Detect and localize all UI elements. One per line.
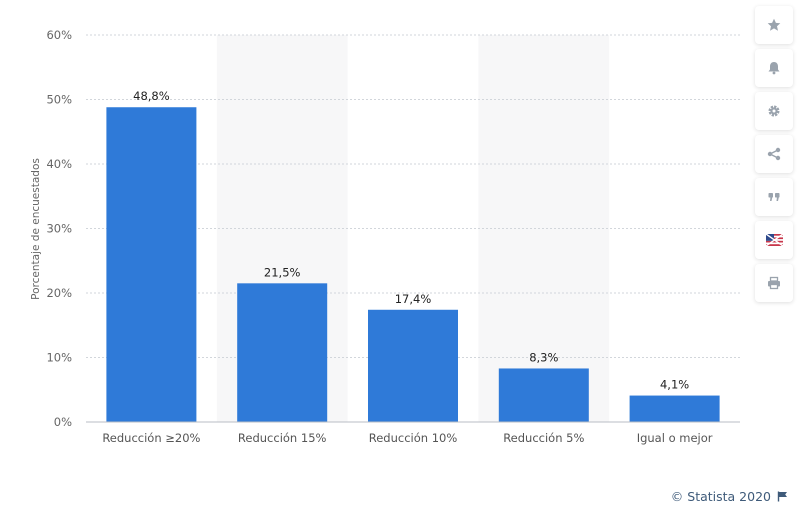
x-axis-ticks: Reducción ≥20% Reducción 15% Reducción 10%… bbox=[102, 431, 712, 445]
bar[interactable] bbox=[498, 368, 589, 422]
quote-icon bbox=[768, 193, 780, 201]
chart-area: 0% 10% 20% 30% 40% 50% 60% 48,8% 21,5% 17,4% 8,3%… bbox=[30, 28, 740, 445]
x-tick-label: Reducción ≥20% bbox=[102, 431, 200, 445]
share-button[interactable] bbox=[755, 135, 793, 173]
flag-icon bbox=[765, 234, 783, 246]
y-tick-label: 60% bbox=[46, 28, 72, 42]
data-label: 48,8% bbox=[133, 89, 170, 103]
gear-icon bbox=[768, 105, 780, 117]
data-label: 21,5% bbox=[264, 265, 301, 279]
copyright-credit: © Statista 2020 bbox=[671, 489, 788, 504]
y-tick-label: 0% bbox=[54, 415, 72, 429]
bar[interactable] bbox=[106, 107, 197, 423]
data-label: 8,3% bbox=[529, 350, 558, 364]
flag-icon[interactable] bbox=[777, 491, 788, 502]
y-tick-label: 30% bbox=[46, 222, 72, 236]
data-label: 17,4% bbox=[395, 292, 432, 306]
bar[interactable] bbox=[237, 283, 328, 422]
x-tick-label: Igual o mejor bbox=[637, 431, 713, 445]
chart-toolbar bbox=[755, 6, 793, 302]
data-label: 4,1% bbox=[660, 378, 689, 392]
y-tick-label: 10% bbox=[46, 351, 72, 365]
language-button[interactable] bbox=[755, 221, 793, 259]
bars bbox=[106, 107, 720, 423]
share-icon bbox=[767, 147, 781, 161]
bar[interactable] bbox=[629, 395, 720, 422]
x-tick-label: Reducción 10% bbox=[369, 431, 458, 445]
y-axis-ticks: 0% 10% 20% 30% 40% 50% 60% bbox=[46, 28, 72, 429]
y-axis-label: Porcentaje de encuestados bbox=[30, 158, 42, 300]
y-tick-label: 20% bbox=[46, 286, 72, 300]
data-labels: 48,8% 21,5% 17,4% 8,3% 4,1% bbox=[133, 89, 689, 391]
copyright-text: © Statista 2020 bbox=[670, 489, 771, 504]
favorite-button[interactable] bbox=[755, 6, 793, 44]
x-tick-label: Reducción 15% bbox=[238, 431, 327, 445]
star-icon bbox=[767, 18, 781, 31]
notification-button[interactable] bbox=[755, 49, 793, 87]
printer-icon bbox=[768, 276, 780, 290]
bar[interactable] bbox=[368, 309, 458, 422]
y-tick-label: 50% bbox=[46, 93, 72, 107]
cite-button[interactable] bbox=[755, 178, 793, 216]
y-tick-label: 40% bbox=[46, 157, 72, 171]
bell-icon bbox=[768, 62, 780, 75]
settings-button[interactable] bbox=[755, 92, 793, 130]
print-button[interactable] bbox=[755, 264, 793, 302]
x-tick-label: Reducción 5% bbox=[503, 431, 584, 445]
